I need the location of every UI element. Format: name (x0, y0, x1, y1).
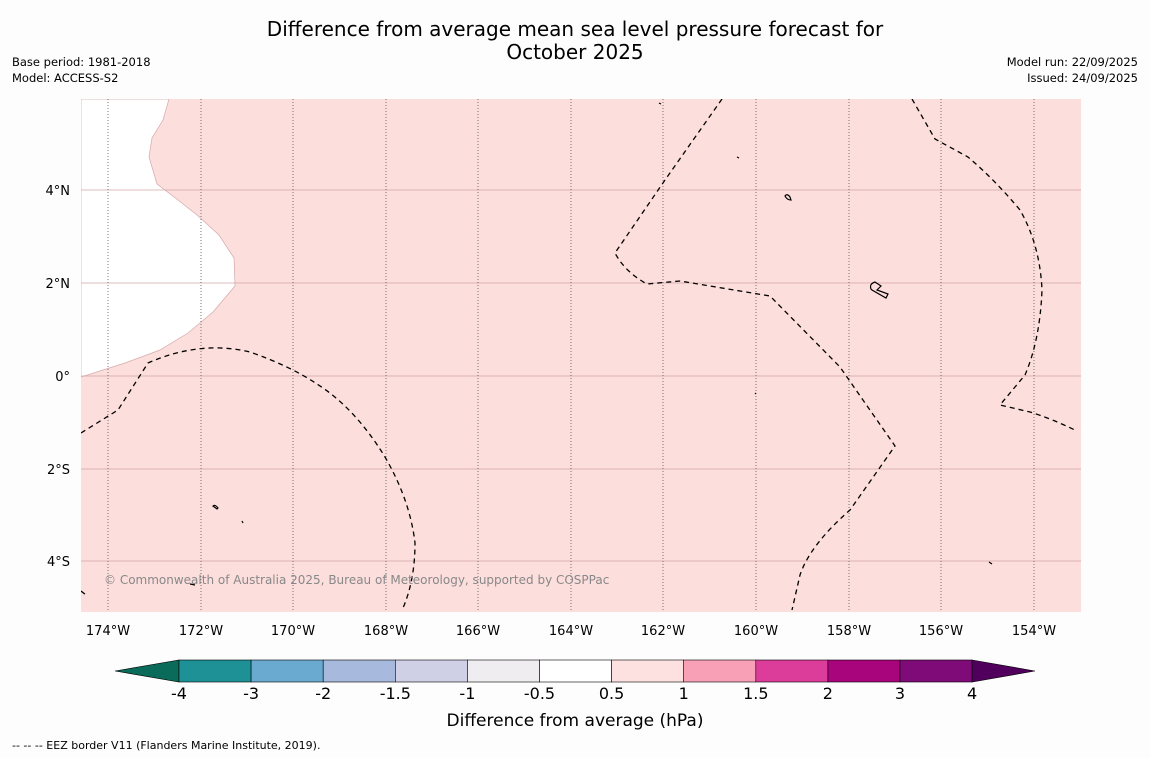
neutral-region (81, 99, 236, 378)
island-small-1 (658, 102, 662, 105)
colorbar: -4 -3 -2 -1.5 -1 -0.5 0.5 1 1.5 2 3 4 (114, 659, 1036, 703)
model-run: Model run: 22/09/2025 (1006, 55, 1138, 69)
colorbar-tick-label: -3 (243, 684, 259, 703)
lat-label: 0° (55, 370, 70, 385)
island-nikumaroro (212, 504, 219, 510)
colorbar-segment (394, 659, 468, 683)
island-small-4 (754, 392, 757, 395)
colorbar-title: Difference from average (hPa) (447, 711, 704, 731)
lat-label: 2°N (46, 277, 71, 292)
island-small-6 (988, 561, 993, 565)
latitude-labels: 4°N 2°N 0° 2°S 4°S (46, 184, 71, 570)
title-line-2: October 2025 (506, 40, 644, 64)
lat-label: 4°S (47, 555, 70, 570)
colorbar-tick-label: 1.5 (743, 684, 768, 703)
colorbar-tick-label: -1 (459, 684, 475, 703)
colorbar-segment (611, 659, 684, 683)
lon-label: 174°W (86, 624, 130, 639)
island-kiritimati (869, 281, 889, 299)
colorbar-tick-label: 4 (967, 684, 977, 703)
lon-label: 162°W (641, 624, 685, 639)
colorbar-tick-label: 3 (895, 684, 905, 703)
colorbar-segment (539, 659, 612, 683)
forecast-map: © Commonwealth of Australia 2025, Bureau… (46, 99, 1081, 731)
colorbar-tick-label: -0.5 (524, 684, 555, 703)
island-small-3 (241, 520, 244, 524)
colorbar-segment (467, 659, 540, 683)
copyright-credit: © Commonwealth of Australia 2025, Bureau… (104, 573, 609, 587)
colorbar-tick-label: 0.5 (599, 684, 624, 703)
colorbar-segment (899, 659, 973, 683)
lon-label: 158°W (827, 624, 871, 639)
map-fill (81, 99, 1081, 612)
island-tabuaeran (784, 194, 792, 201)
colorbar-extend-high (971, 659, 1036, 683)
contour-west (81, 347, 416, 609)
colorbar-tick-label: -4 (171, 684, 187, 703)
colorbar-segment (827, 659, 901, 683)
lon-label: 154°W (1012, 624, 1056, 639)
meta-left: Base period: 1981-2018 Model: ACCESS-S2 (12, 54, 151, 86)
lon-label: 166°W (456, 624, 500, 639)
longitude-labels: 174°W 172°W 170°W 168°W 166°W 164°W 162°W 160°W… (86, 624, 1056, 639)
lon-label: 170°W (271, 624, 315, 639)
lat-gridlines (81, 189, 1081, 562)
model-name: Model: ACCESS-S2 (12, 71, 119, 85)
colorbar-segment (178, 659, 252, 683)
lat-label: 4°N (46, 184, 71, 199)
lon-label: 160°W (734, 624, 778, 639)
meta-right: Model run: 22/09/2025 Issued: 24/09/2025 (1007, 54, 1138, 86)
title-line-1: Difference from average mean sea level p… (266, 17, 884, 41)
colorbar-tick-label: 1 (679, 684, 689, 703)
lat-label: 2°S (47, 463, 70, 478)
lon-label: 164°W (549, 624, 593, 639)
colorbar-segment (322, 659, 396, 683)
lon-label: 172°W (179, 624, 223, 639)
chart-title: Difference from average mean sea level p… (0, 18, 1150, 64)
island-small-2 (736, 156, 740, 159)
contour-edge (81, 590, 87, 596)
colorbar-segment (683, 659, 757, 683)
eez-footer-note: -- -- -- EEZ border V11 (Flanders Marine… (12, 739, 321, 752)
lon-label: 156°W (919, 624, 963, 639)
colorbar-segment (250, 659, 324, 683)
colorbar-extend-low (114, 659, 180, 683)
base-period: Base period: 1981-2018 (12, 55, 151, 69)
lon-label: 168°W (364, 624, 408, 639)
colorbar-tick-label: 2 (823, 684, 833, 703)
islands (189, 102, 993, 586)
island-small-5 (189, 583, 196, 586)
pressure-contours (81, 99, 1078, 611)
issued-date: Issued: 24/09/2025 (1027, 71, 1138, 85)
colorbar-tick-label: -2 (315, 684, 331, 703)
colorbar-tick-label: -1.5 (380, 684, 411, 703)
contour-central (614, 99, 896, 611)
colorbar-segment (755, 659, 829, 683)
